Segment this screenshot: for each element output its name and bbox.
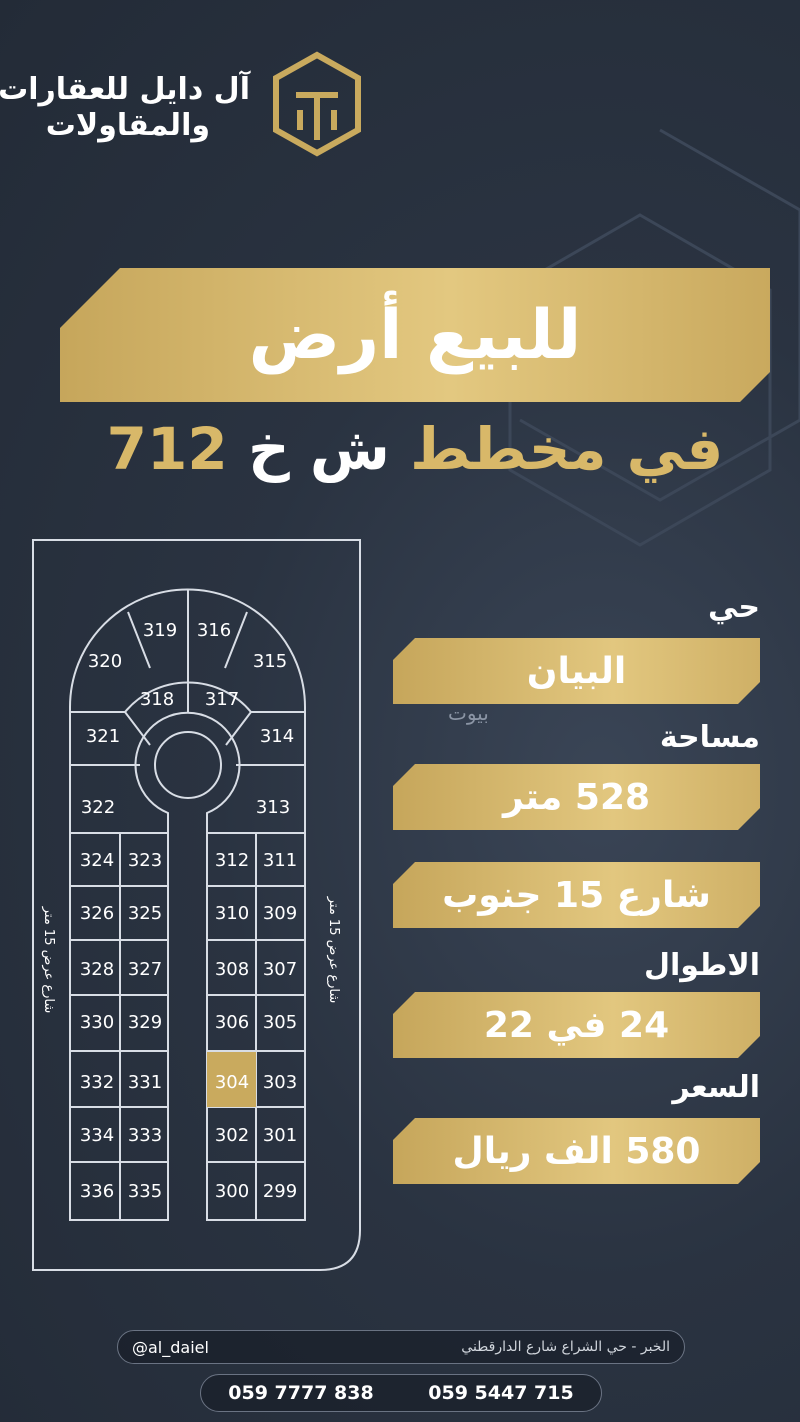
plot-number: 304 [215,1072,249,1093]
plot-number: 336 [80,1181,114,1202]
plot-number: 331 [128,1072,162,1093]
plot-number: 322 [81,797,115,818]
plot-number: 335 [128,1181,162,1202]
plot-number: 299 [263,1181,297,1202]
street-label: شارع عرض 15 متر [326,896,341,1004]
phone[interactable]: 059 5447 715 [428,1382,574,1404]
plot-number: 313 [256,797,290,818]
plot-highlight [207,1052,256,1107]
plot-number: 318 [140,689,174,710]
plot-number: 334 [80,1125,114,1146]
street-label: شارع عرض 15 متر [41,906,56,1014]
detail-label: الاطوال [643,948,760,983]
plot-number: 305 [263,1012,297,1033]
plot-number: 330 [80,1012,114,1033]
plot-number: 316 [197,620,231,641]
plot-map [32,539,361,1271]
plot-number: 327 [128,959,162,980]
brand: آل دايل للعقارات والمقاولات [0,72,250,144]
plot-number: 315 [253,651,287,672]
plot-number: 320 [88,651,122,672]
plot-number: 302 [215,1125,249,1146]
handle[interactable]: @al_daiel [132,1337,209,1357]
plot-number: 311 [263,850,297,871]
plot-labels: 319 316 320 315 318 317 321 314 322 313 324 323 312 3… [80,620,297,1202]
detail-label: مساحة [659,720,760,755]
plot-number: 323 [128,850,162,871]
plot-number: 310 [215,903,249,924]
plot-number: 300 [215,1181,249,1202]
detail-label: حي [708,590,760,625]
subtitle-highlight: ش خ [247,415,390,483]
subtitle-prefix: في مخطط [410,415,724,483]
detail-value: 528 متر [393,764,760,830]
brand-subname: والمقاولات [45,108,210,143]
detail-value: شارع 15 جنوب [393,862,760,928]
plot-number: 329 [128,1012,162,1033]
plot-number: 307 [263,959,297,980]
plot-number: 321 [86,726,120,747]
plot-number: 309 [263,903,297,924]
subtitle: في مخطط ش خ 712 [60,415,770,483]
plot-number: 333 [128,1125,162,1146]
detail-value: 580 الف ريال [393,1118,760,1184]
plot-number: 303 [263,1072,297,1093]
footer-phones: 059 7777 838 059 5447 715 [200,1374,602,1412]
plot-number: 308 [215,959,249,980]
title: للبيع أرض [248,295,582,375]
brand-name: آل دايل للعقارات [0,72,250,107]
logo [273,51,361,157]
watermark: بيوت [448,701,489,725]
detail-value: 24 في 22 [393,992,760,1058]
title-banner: للبيع أرض [60,268,770,402]
plot-number: 312 [215,850,249,871]
detail-value: البيان [393,638,760,704]
plot-number: 317 [205,689,239,710]
address: الخبر - حي الشراع شارع الدارقطني [461,1339,670,1355]
plot-number: 324 [80,850,114,871]
plot-number: 325 [128,903,162,924]
plot-number: 332 [80,1072,114,1093]
phone[interactable]: 059 7777 838 [228,1382,374,1404]
footer-info: @al_daiel الخبر - حي الشراع شارع الدارقط… [117,1330,685,1364]
plot-number: 326 [80,903,114,924]
plot-number: 319 [143,620,177,641]
subtitle-number: 712 [106,415,228,483]
plot-number: 314 [260,726,294,747]
plot-number: 306 [215,1012,249,1033]
plot-number: 301 [263,1125,297,1146]
plot-number: 328 [80,959,114,980]
detail-label: السعر [672,1070,760,1105]
